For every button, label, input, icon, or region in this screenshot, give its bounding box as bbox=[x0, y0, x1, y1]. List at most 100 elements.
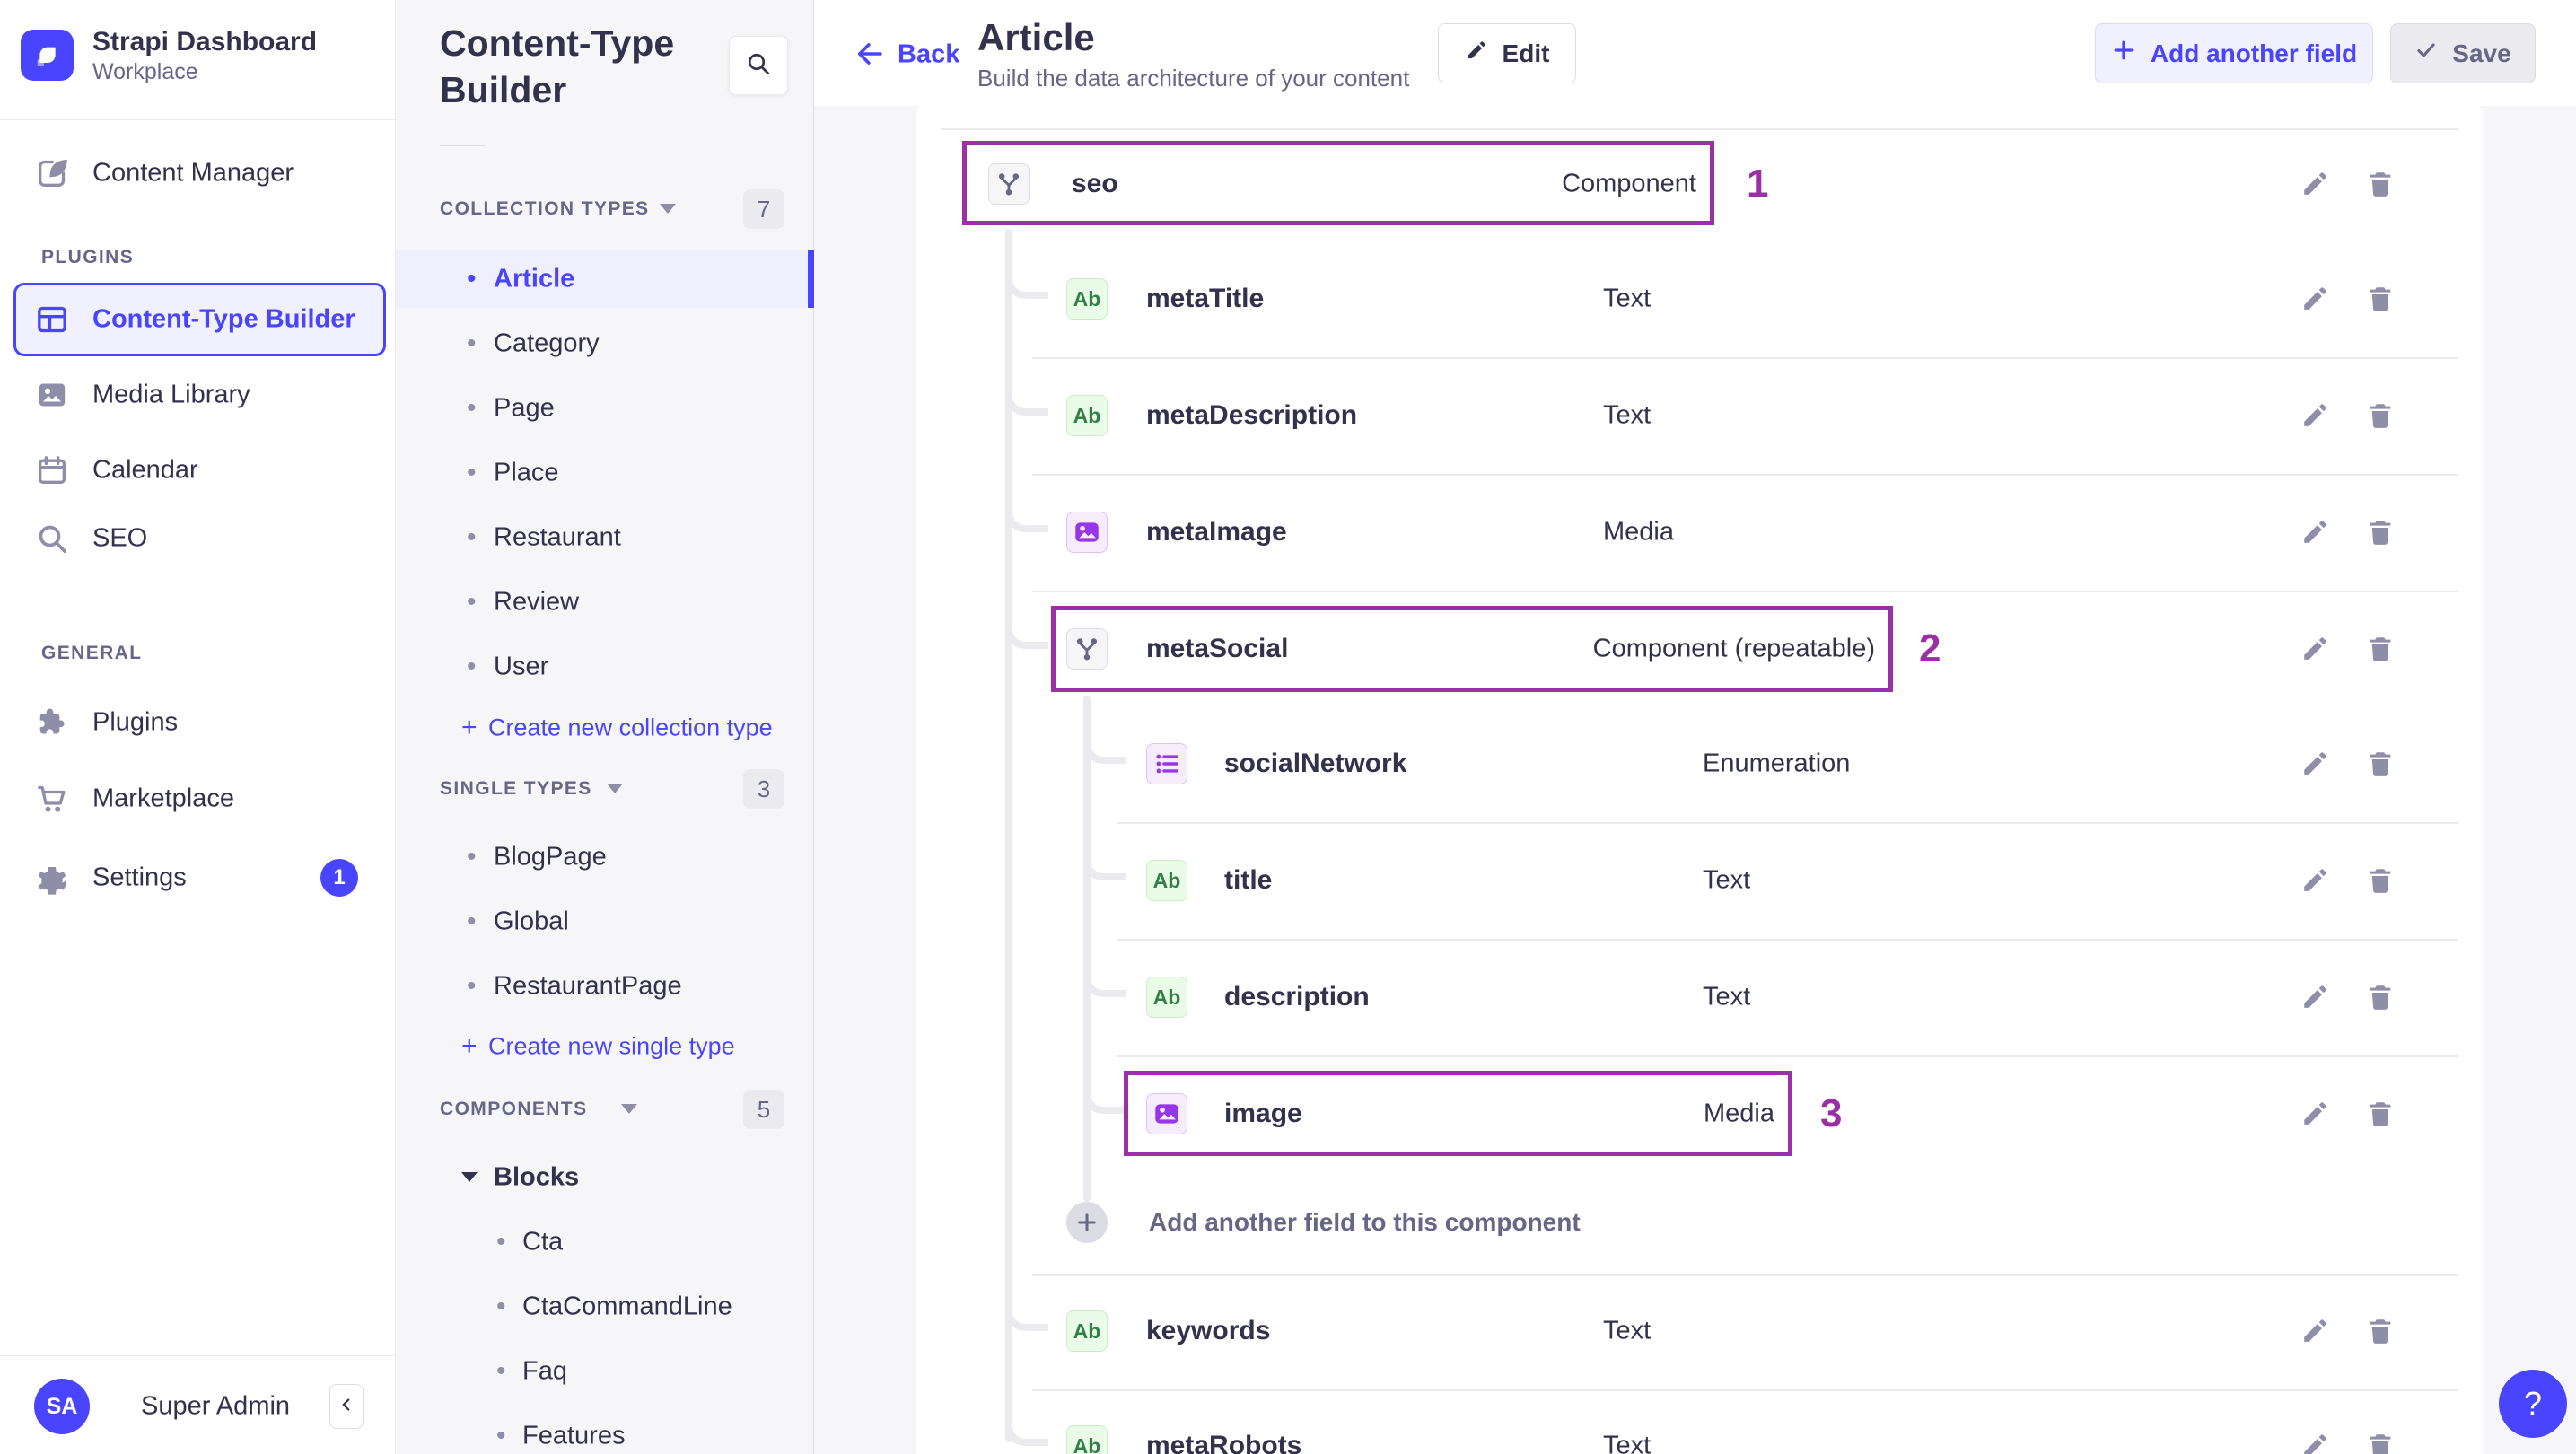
delete-field-button[interactable] bbox=[2365, 634, 2396, 669]
sidebar-item-category[interactable]: • Category bbox=[396, 315, 814, 372]
help-button[interactable]: ? bbox=[2499, 1370, 2567, 1438]
plus-icon: + bbox=[461, 713, 478, 742]
sidebar-item-user[interactable]: • User bbox=[396, 638, 814, 696]
delete-field-button[interactable] bbox=[2365, 749, 2396, 784]
sidebar-item-place[interactable]: • Place bbox=[396, 444, 814, 502]
annotation-number: 2 bbox=[1919, 626, 1941, 670]
sidebar-item-content-type-builder[interactable]: Content-Type Builder bbox=[0, 280, 396, 359]
add-field-to-component-row[interactable]: Add another field to this component bbox=[1149, 1208, 1581, 1236]
edit-button[interactable]: Edit bbox=[1438, 23, 1576, 83]
strapi-logo-icon bbox=[21, 30, 74, 81]
plus-icon: + bbox=[461, 1031, 478, 1061]
create-new-collection-type-link[interactable]: + Create new collection type bbox=[396, 701, 814, 755]
delete-field-button[interactable] bbox=[2365, 1316, 2396, 1351]
field-name: metaImage bbox=[1146, 517, 1287, 547]
sidebar-item-marketplace[interactable]: Marketplace bbox=[0, 759, 396, 838]
text-icon: Ab bbox=[1146, 977, 1187, 1018]
tree-connector-elbow bbox=[1005, 1293, 1048, 1331]
search-button[interactable] bbox=[729, 36, 788, 95]
sidebar-item-label: SEO bbox=[92, 523, 148, 553]
sidebar-item-review[interactable]: • Review bbox=[396, 574, 814, 631]
user-name: Super Admin bbox=[141, 1391, 291, 1421]
pencil-icon bbox=[1465, 39, 1488, 68]
sidebar-item-seo[interactable]: SEO bbox=[0, 499, 396, 578]
delete-field-button[interactable] bbox=[2365, 1099, 2396, 1134]
create-new-single-type-link[interactable]: + Create new single type bbox=[396, 1020, 814, 1073]
type-item-label: User bbox=[494, 652, 549, 681]
bullet-icon: • bbox=[467, 458, 477, 487]
sidebar-item-media-library[interactable]: Media Library bbox=[0, 355, 396, 434]
row-divider bbox=[1032, 357, 2458, 359]
add-field-to-component-button[interactable] bbox=[1066, 1202, 1108, 1243]
sidebar-section-header-single-types[interactable]: SINGLE TYPES 3 bbox=[396, 762, 814, 816]
sidebar-item-blogpage[interactable]: • BlogPage bbox=[396, 828, 814, 886]
component-item-label: Features bbox=[522, 1421, 626, 1450]
chevron-down-icon bbox=[660, 204, 676, 214]
edit-field-button[interactable] bbox=[2300, 1099, 2330, 1134]
edit-field-button[interactable] bbox=[2300, 517, 2330, 552]
delete-field-button[interactable] bbox=[2365, 517, 2396, 552]
type-item-label: RestaurantPage bbox=[494, 971, 682, 1001]
sidebar-item-calendar[interactable]: Calendar bbox=[0, 431, 396, 510]
divider bbox=[0, 119, 395, 120]
tree-connector-elbow bbox=[1083, 1076, 1126, 1114]
edit-field-button[interactable] bbox=[2300, 749, 2330, 784]
edit-field-button[interactable] bbox=[2300, 634, 2330, 669]
content-type-builder-panel: Content-Type Builder COLLECTION TYPES 7 • A… bbox=[396, 0, 814, 1454]
bullet-icon: • bbox=[467, 393, 477, 423]
sidebar-item-global[interactable]: • Global bbox=[396, 893, 814, 950]
sidebar-item-settings[interactable]: Settings 1 bbox=[0, 838, 396, 917]
sidebar-section-header-collection-types[interactable]: COLLECTION TYPES 7 bbox=[396, 182, 814, 236]
sidebar-item-restaurantpage[interactable]: • RestaurantPage bbox=[396, 958, 814, 1015]
delete-field-button[interactable] bbox=[2365, 982, 2396, 1017]
marketplace-icon bbox=[34, 781, 70, 817]
field-type: Text bbox=[1703, 865, 1751, 895]
edit-field-button[interactable] bbox=[2300, 865, 2330, 900]
edit-field-button[interactable] bbox=[2300, 400, 2330, 435]
sidebar-item-label: Content Manager bbox=[92, 158, 294, 188]
component-icon bbox=[1066, 628, 1108, 670]
sidebar-item-article[interactable]: • Article bbox=[396, 250, 814, 308]
row-divider bbox=[1032, 474, 2458, 476]
sidebar-item-label: Plugins bbox=[92, 707, 179, 737]
section-count-badge: 3 bbox=[743, 769, 784, 809]
type-item-label: Place bbox=[494, 458, 559, 487]
delete-field-button[interactable] bbox=[2365, 1431, 2396, 1454]
row-divider bbox=[1117, 822, 2458, 824]
edit-field-button[interactable] bbox=[2300, 169, 2330, 204]
back-link[interactable]: Back bbox=[898, 39, 960, 69]
delete-field-button[interactable] bbox=[2365, 284, 2396, 319]
component-group-blocks[interactable]: Blocks bbox=[396, 1149, 814, 1206]
field-type: Component bbox=[1562, 169, 1696, 198]
edit-field-button[interactable] bbox=[2300, 284, 2330, 319]
sidebar-item-restaurant[interactable]: • Restaurant bbox=[396, 509, 814, 566]
delete-field-button[interactable] bbox=[2365, 865, 2396, 900]
edit-field-button[interactable] bbox=[2300, 1431, 2330, 1454]
bullet-icon: • bbox=[496, 1227, 506, 1257]
field-name: metaSocial bbox=[1146, 634, 1289, 663]
calendar-icon bbox=[34, 452, 70, 488]
collapse-sidebar-button[interactable] bbox=[329, 1384, 364, 1429]
sidebar-item-ctacommandline[interactable]: • CtaCommandLine bbox=[396, 1278, 814, 1336]
sidebar-item-faq[interactable]: • Faq bbox=[396, 1343, 814, 1400]
app-title: Strapi Dashboard bbox=[92, 27, 318, 57]
tree-connector-elbow bbox=[1083, 726, 1126, 764]
tree-connector-line bbox=[1083, 696, 1091, 1202]
sidebar-section-header-components[interactable]: COMPONENTS 5 bbox=[396, 1082, 814, 1136]
edit-field-button[interactable] bbox=[2300, 982, 2330, 1017]
save-button[interactable]: Save bbox=[2390, 23, 2536, 83]
delete-field-button[interactable] bbox=[2365, 400, 2396, 435]
sidebar-item-cta[interactable]: • Cta bbox=[396, 1213, 814, 1271]
row-divider bbox=[1032, 1389, 2458, 1391]
tree-connector-elbow bbox=[1005, 261, 1048, 299]
delete-field-button[interactable] bbox=[2365, 169, 2396, 204]
sidebar-item-plugins[interactable]: Plugins bbox=[0, 683, 396, 762]
sidebar-item-features[interactable]: • Features bbox=[396, 1407, 814, 1454]
add-another-field-button[interactable]: Add another field bbox=[2095, 23, 2373, 83]
edit-field-button[interactable] bbox=[2300, 1316, 2330, 1351]
annotation-box bbox=[1051, 606, 1893, 692]
sidebar-item-page[interactable]: • Page bbox=[396, 380, 814, 437]
field-name: image bbox=[1224, 1099, 1302, 1128]
sidebar-item-content-manager[interactable]: Content Manager bbox=[0, 134, 396, 213]
